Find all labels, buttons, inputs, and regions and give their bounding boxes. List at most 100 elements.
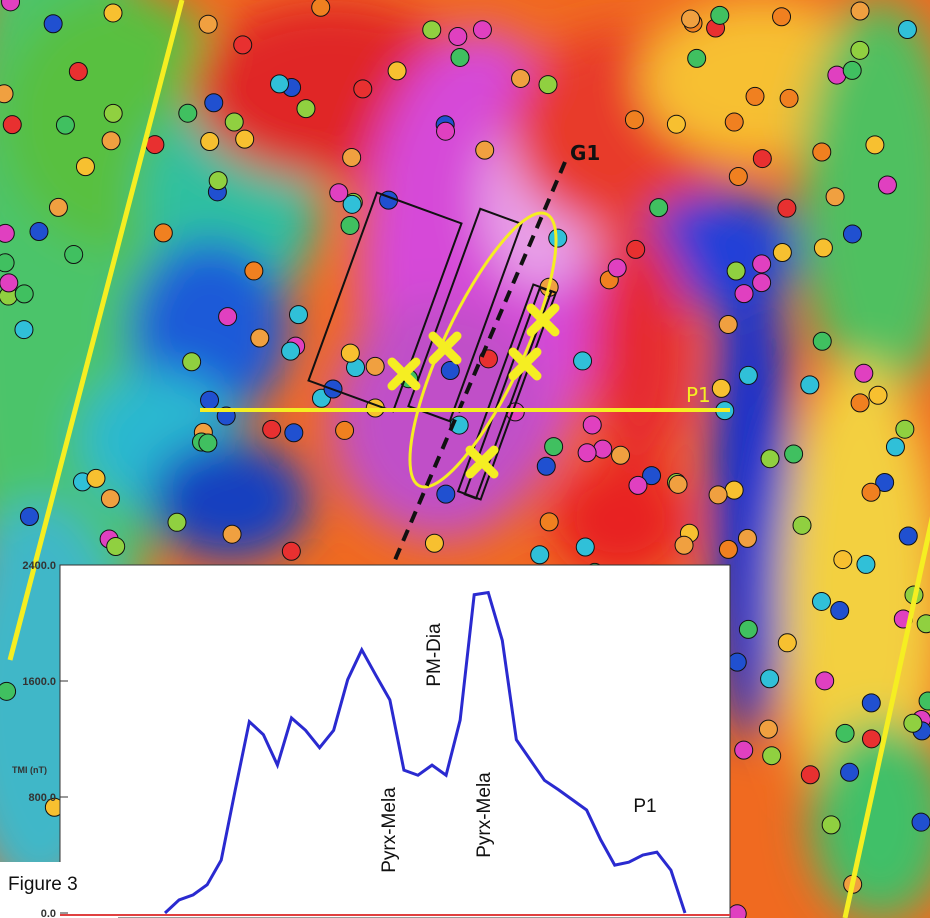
sample-point <box>451 48 469 66</box>
sample-point <box>712 379 730 397</box>
sample-point <box>857 555 875 573</box>
sample-point <box>785 445 803 463</box>
sample-point <box>682 10 700 28</box>
sample-point <box>539 76 557 94</box>
sample-point <box>76 158 94 176</box>
sample-point <box>862 483 880 501</box>
sample-point <box>199 434 217 452</box>
profile-chart: Figure 3 TMI (nT) 0.0800.01600.02400.0Py… <box>0 560 730 918</box>
sample-point <box>843 225 861 243</box>
figure: G1 P1 Figure 3 TMI (nT) 0.0800.01600.024… <box>0 0 930 918</box>
sample-point <box>312 0 330 16</box>
sample-point <box>366 357 384 375</box>
sample-point <box>65 246 83 264</box>
sample-point <box>625 111 643 129</box>
sample-point <box>251 329 269 347</box>
g1-label: G1 <box>570 141 600 165</box>
sample-point <box>0 274 18 292</box>
sample-point <box>735 741 753 759</box>
sample-point <box>285 424 303 442</box>
sample-point <box>801 766 819 784</box>
annotation: P1 <box>633 796 656 817</box>
sample-point <box>719 540 737 558</box>
sample-point <box>761 450 779 468</box>
sample-point <box>576 538 594 556</box>
annotation: Pyrx-Mela <box>474 772 495 858</box>
sample-point <box>425 534 443 552</box>
sample-point <box>729 167 747 185</box>
sample-point <box>826 188 844 206</box>
sample-point <box>476 141 494 159</box>
sample-point <box>107 538 125 556</box>
sample-point <box>898 20 916 38</box>
sample-point <box>3 116 21 134</box>
sample-point <box>44 15 62 33</box>
sample-point <box>773 243 791 261</box>
sample-point <box>537 457 555 475</box>
sample-point <box>841 763 859 781</box>
sample-point <box>899 527 917 545</box>
sample-point <box>168 513 186 531</box>
sample-point <box>330 184 348 202</box>
sample-point <box>912 813 930 831</box>
sample-point <box>179 104 197 122</box>
sample-point <box>0 224 14 242</box>
sample-point <box>855 364 873 382</box>
sample-point <box>878 176 896 194</box>
y-tick-label: 1600.0 <box>22 676 56 688</box>
sample-point <box>728 653 746 671</box>
sample-point <box>245 262 263 280</box>
sample-point <box>449 27 467 45</box>
figure-label: Figure 3 <box>8 874 78 895</box>
sample-point <box>56 116 74 134</box>
sample-point <box>813 592 831 610</box>
sample-point <box>851 2 869 20</box>
sample-point <box>104 4 122 22</box>
sample-point <box>0 254 14 272</box>
sample-point <box>183 353 201 371</box>
sample-point <box>650 199 668 217</box>
sample-point <box>773 8 791 26</box>
sample-point <box>780 89 798 107</box>
sample-point <box>15 285 33 303</box>
annotation: PM-Dia <box>424 623 445 687</box>
sample-point <box>531 546 549 564</box>
sample-point <box>831 602 849 620</box>
sample-point <box>341 344 359 362</box>
sample-point <box>101 490 119 508</box>
y-tick-label: 0.0 <box>41 908 56 918</box>
y-tick-label: 800.0 <box>28 792 56 804</box>
sample-point <box>608 259 626 277</box>
sample-point <box>199 15 217 33</box>
sample-point <box>263 420 281 438</box>
sample-point <box>437 485 455 503</box>
sample-point <box>851 394 869 412</box>
sample-point <box>225 113 243 131</box>
sample-point <box>473 21 491 39</box>
sample-point <box>437 122 455 140</box>
sample-point <box>739 366 757 384</box>
sample-point <box>735 285 753 303</box>
p1-label: P1 <box>686 383 711 407</box>
sample-point <box>862 730 880 748</box>
sample-point <box>896 420 914 438</box>
sample-point <box>778 199 796 217</box>
sample-point <box>834 551 852 569</box>
sample-point <box>753 274 771 292</box>
sample-point <box>20 507 38 525</box>
sample-point <box>201 133 219 151</box>
sample-point <box>201 391 219 409</box>
sample-point <box>87 469 105 487</box>
sample-point <box>709 486 727 504</box>
sample-point <box>219 308 237 326</box>
sample-point <box>289 306 307 324</box>
sample-point <box>822 816 840 834</box>
sample-point <box>688 49 706 67</box>
sample-point <box>154 224 172 242</box>
sample-point <box>282 342 300 360</box>
sample-point <box>816 672 834 690</box>
sample-point <box>205 94 223 112</box>
sample-point <box>813 143 831 161</box>
sample-point <box>759 720 777 738</box>
sample-point <box>343 148 361 166</box>
